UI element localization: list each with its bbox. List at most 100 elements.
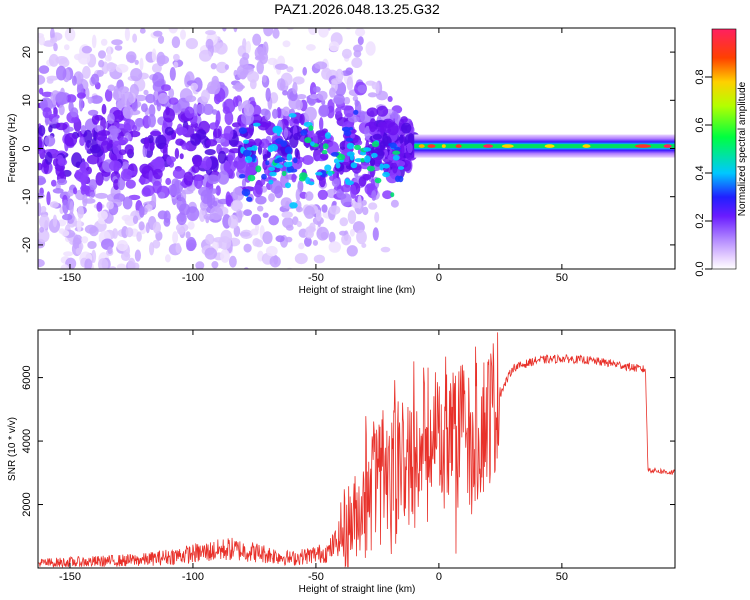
spectrogram-peak	[663, 144, 672, 148]
spectrogram-cell	[217, 150, 227, 164]
spectrogram-cell	[233, 28, 238, 33]
spectrogram-cell	[299, 172, 308, 180]
spectrogram-cell	[64, 44, 70, 51]
spectrogram-cell	[282, 90, 288, 96]
spectrogram-cell	[246, 196, 253, 202]
spectrogram-cell	[240, 229, 253, 239]
spectrogram-cell	[245, 40, 251, 54]
spectrogram-cell	[365, 41, 376, 56]
spectrogram-cell	[345, 180, 354, 186]
spectrogram-cell	[364, 155, 371, 163]
spectrogram-cell	[395, 175, 401, 183]
spectrogram-cell	[317, 131, 327, 141]
spectrogram-cell	[351, 57, 363, 68]
spectrogram-cell	[223, 125, 234, 141]
snr-frame	[37, 329, 676, 569]
spectrogram-cell	[112, 88, 123, 101]
spectrogram-cell	[266, 150, 271, 159]
spectrogram-peak	[441, 144, 446, 148]
spectrogram-cell	[157, 35, 165, 44]
spectrogram-cell	[100, 140, 110, 153]
figure-title: PAZ1.2026.048.13.25.G32	[274, 1, 440, 17]
spectrogram-cell	[206, 194, 213, 208]
spectrogram-cell	[104, 54, 112, 62]
spectrogram-cell	[55, 122, 68, 131]
spectrogram-cell	[399, 143, 405, 158]
spectrogram-cell	[175, 138, 185, 146]
spectrogram-cell	[267, 57, 278, 66]
spectrogram-cell	[73, 187, 78, 195]
spectrogram-cell	[322, 143, 329, 150]
spectrogram-cell	[343, 96, 351, 105]
spectrogram-cell	[289, 202, 298, 209]
spectrogram-cell	[227, 154, 234, 163]
spectrogram-cell	[155, 134, 167, 150]
spectrogram-cell	[60, 264, 70, 269]
spectrogram-cell	[171, 36, 181, 49]
x-tick-label: 0	[436, 272, 442, 284]
spectrogram-cell	[132, 33, 138, 43]
spectrogram-cell	[87, 241, 97, 249]
spectrogram-cell	[268, 179, 274, 185]
spectrogram-cell	[364, 125, 371, 140]
spectrogram-peak	[455, 144, 462, 148]
spectrogram-cell	[275, 138, 284, 145]
spectrogram-cell	[163, 217, 171, 227]
spectrogram-cell	[82, 194, 88, 207]
spectrogram-cell	[175, 242, 181, 254]
spectrogram-cell	[371, 141, 380, 148]
spectrogram-peak	[427, 144, 436, 148]
spectrogram-cell	[123, 119, 136, 131]
spectrogram-cell	[56, 65, 67, 81]
spectrogram-cell	[223, 160, 237, 174]
spectrogram-cell	[185, 38, 198, 50]
spectrogram-cell	[299, 113, 305, 126]
spectrogram-cell	[172, 102, 181, 114]
spectrogram-cell	[243, 209, 253, 217]
spectrogram-cell	[238, 127, 248, 134]
spectrogram-cell	[40, 205, 47, 213]
spectrogram-cell	[295, 188, 301, 202]
spectrogram-cell	[179, 203, 191, 216]
spectrogram-cell	[153, 30, 163, 37]
spectrogram-cell	[42, 107, 52, 119]
spectrogram-cell	[232, 186, 245, 202]
spectrogram-cell	[373, 157, 382, 167]
spectrogram-cell	[364, 184, 373, 195]
spectrogram-cell	[192, 155, 202, 167]
spectrogram-cell	[391, 111, 398, 119]
spectrogram-cell	[204, 149, 216, 156]
spectrogram-cell	[277, 78, 286, 91]
spectrogram-cell	[148, 104, 156, 117]
spectrogram-cell	[255, 165, 262, 173]
spectrogram-cell	[352, 137, 359, 143]
spectrogram-cell	[366, 165, 375, 172]
spectrogram-cell	[349, 154, 355, 161]
spectrogram-cell	[233, 225, 241, 237]
spectrogram-cell	[341, 233, 352, 246]
spectrogram-cell	[38, 258, 45, 268]
spectrogram-cell	[406, 142, 413, 154]
spectrogram-cell	[69, 200, 74, 215]
spectrogram-cell	[324, 132, 331, 139]
spectrogram-cell	[262, 231, 273, 245]
y-tick-label: 20	[21, 46, 33, 58]
spectrogram-cell	[339, 217, 349, 227]
spectrogram-cell	[157, 191, 166, 199]
spectrogram-cell	[265, 160, 270, 166]
spectrogram-cell	[220, 249, 230, 263]
spectrogram-cell	[355, 28, 366, 37]
spectrogram-cell	[304, 106, 317, 122]
spectrogram-cell	[232, 84, 245, 90]
spectrogram-cell	[124, 28, 130, 41]
spectrogram-cell	[89, 144, 101, 154]
spectrogram-cell	[276, 157, 286, 162]
spectrogram-cell	[348, 126, 354, 131]
spectrogram-cell	[310, 141, 315, 146]
spectrogram-cell	[205, 30, 216, 36]
spectrogram-cell	[230, 199, 243, 212]
y-tick-label: 10	[21, 94, 33, 106]
spectrogram-cell	[328, 241, 341, 253]
spectrogram-cell	[139, 57, 144, 71]
spectrogram-cell	[126, 170, 138, 176]
